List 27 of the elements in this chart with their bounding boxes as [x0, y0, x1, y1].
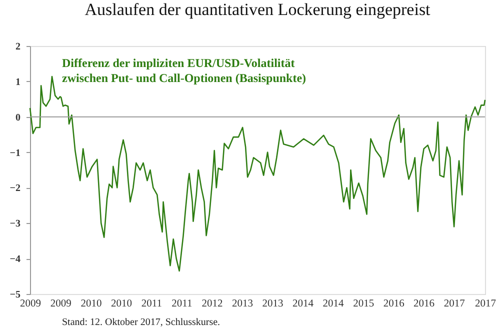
x-tick-label: 2012 [202, 298, 223, 310]
x-tick-label: 2015 [353, 298, 374, 310]
x-tick-label: 2010 [80, 298, 102, 310]
x-tick-label: 2009 [20, 298, 41, 310]
y-tick-label: −3 [10, 218, 20, 230]
x-tick-label: 2016 [414, 298, 435, 310]
x-tick-label: 2013 [262, 298, 284, 310]
x-tick-label: 2017 [475, 298, 496, 310]
y-tick-label: −1 [10, 148, 20, 159]
y-tick-label: −2 [10, 183, 20, 194]
series-label: Differenz der impliziten EUR/USD-Volatilität zwischen Put- und Call-Optionen (Basispunkte) [62, 56, 306, 85]
y-tick-label: 0 [16, 112, 20, 124]
x-tick-label: 2017 [444, 298, 465, 310]
x-tick-label: 2016 [383, 298, 404, 310]
y-tick-label: 1 [16, 76, 20, 88]
x-tick-label: 2013 [232, 298, 254, 310]
x-tick-label: 2009 [50, 298, 72, 310]
x-tick-label: 2014 [322, 298, 344, 310]
x-tick-label: 2010 [110, 298, 132, 310]
x-tick-label: 2014 [292, 298, 314, 310]
x-tick-label: 2011 [141, 298, 162, 310]
y-tick-label: 2 [16, 42, 20, 52]
chart-title: Auslaufen der quantitativen Lockerung eingepreist [84, 0, 431, 19]
x-tick-label: 2011 [172, 298, 192, 310]
y-tick-label: −5 [10, 290, 20, 300]
y-tick-label: −4 [10, 254, 20, 266]
text: Stand: 12. Oktober 2017, Schlusskurse. [62, 317, 220, 328]
